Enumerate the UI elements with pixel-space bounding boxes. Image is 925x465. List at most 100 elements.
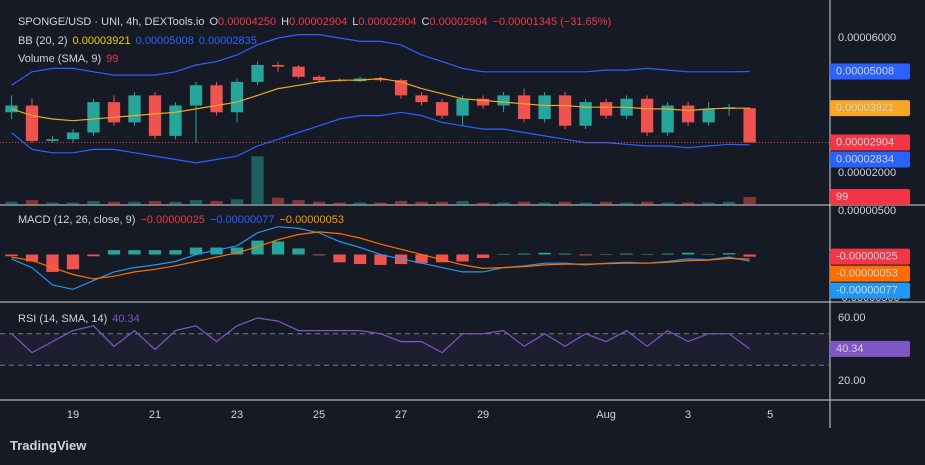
volume-bar [25, 200, 39, 205]
volume-bar [435, 201, 449, 205]
macd-tag: -0.00000077 [836, 285, 898, 297]
candle-body [517, 95, 531, 120]
candle-body [456, 98, 469, 116]
candle-body [558, 95, 572, 126]
macd-histogram-bar [148, 250, 162, 255]
volume-bar [107, 201, 121, 205]
macd-hist: −0.00000025 [140, 214, 205, 226]
macd-histogram-bar [312, 254, 326, 256]
volume-bar [497, 202, 510, 205]
candle-body [46, 139, 59, 141]
c-value: 0.00002904 [429, 16, 488, 28]
price-legend: SPONGE/USD · UNI, 4h, DEXTools.io O0.0000… [18, 16, 616, 28]
candle-body [87, 102, 100, 133]
macd-tag-bg [830, 282, 910, 299]
bb-upper-line [11, 34, 750, 86]
macd-tag-bg [830, 248, 910, 265]
price-tag-bg [830, 151, 910, 168]
x-tick-label: 23 [231, 409, 243, 421]
candle-body [251, 65, 264, 82]
macd-histogram-bar [640, 254, 654, 256]
candle-body [538, 95, 551, 120]
volume-bar [640, 201, 654, 205]
volume-bar [189, 200, 203, 205]
candle-body [599, 102, 613, 116]
macd-histogram-bar [271, 241, 285, 255]
volume-bar [210, 200, 223, 205]
volume-bar [415, 201, 428, 205]
volume-bar [558, 201, 572, 205]
candle-body [476, 98, 490, 106]
macd-histogram-bar [210, 247, 223, 255]
bb-middle-line [11, 77, 750, 122]
x-tick-label: 29 [477, 409, 489, 421]
x-tick-label: 19 [67, 409, 79, 421]
y-tick-label: 0.00006000 [838, 32, 896, 44]
volume-label: Volume (SMA, 9) [18, 53, 102, 65]
macd-histogram-bar [599, 254, 613, 255]
macd-histogram-bar [230, 247, 244, 255]
macd-histogram-bar [87, 254, 100, 257]
rsi-band-bg [0, 333, 830, 366]
y-tick-label: 0.00000500 [838, 205, 896, 217]
volume-bar [230, 199, 244, 205]
l-value: 0.00002904 [358, 16, 417, 28]
rsi-line [11, 317, 750, 354]
candle-body [640, 98, 654, 133]
volume-bar [538, 202, 551, 205]
macd-histogram-bar [743, 254, 756, 257]
bb-lower-line [11, 111, 750, 164]
y-tick-label: 20.00 [838, 375, 866, 387]
bb-mid: 0.00003921 [72, 35, 131, 47]
o-value: 0.00004250 [218, 16, 277, 28]
volume-bar [722, 201, 736, 205]
candle-body [702, 108, 715, 123]
candle-body [25, 105, 39, 141]
macd-histogram-bar [169, 250, 182, 255]
macd-histogram-bar [620, 253, 633, 255]
macd-histogram-bar [66, 254, 80, 270]
l-label: L [352, 16, 359, 28]
y-tick-label: 60.00 [838, 312, 866, 324]
candle-body [579, 102, 592, 126]
change: −0.00001345 (−31.65%) [492, 16, 612, 28]
volume-bar [353, 202, 367, 205]
volume-bar [251, 156, 264, 205]
macd-histogram-bar [702, 254, 715, 255]
volume-bar [66, 202, 80, 205]
rsi-label: RSI (14, SMA, 14) [18, 313, 108, 325]
volume-tag: 99 [836, 191, 848, 203]
volume-tag-bg [830, 188, 910, 205]
volume-bar [620, 202, 633, 205]
price-tag-bg [830, 134, 910, 151]
macd-line [11, 226, 750, 290]
o-label: O [209, 16, 219, 28]
macd-histogram-bar [476, 254, 490, 258]
price-tag-bg [830, 63, 910, 80]
macd-histogram-bar [292, 248, 305, 255]
macd-signal: −0.00000053 [279, 214, 345, 226]
macd-histogram-bar [681, 252, 695, 255]
macd-histogram-bar [128, 250, 141, 255]
candle-body [394, 80, 408, 96]
volume-bar [148, 200, 162, 205]
candle-body [497, 95, 510, 106]
candle-body [271, 65, 285, 67]
macd-line: −0.00000077 [209, 214, 275, 226]
candle-body [210, 85, 223, 113]
macd-histogram-bar [251, 240, 264, 255]
bb-label: BB (20, 2) [18, 35, 68, 47]
volume-bar [476, 202, 490, 205]
candle-body [169, 105, 182, 136]
macd-histogram-bar [456, 254, 469, 262]
macd-tag: -0.00000053 [836, 268, 898, 280]
candle-body [148, 95, 162, 136]
volume-bar [333, 202, 346, 205]
macd-histogram-bar [722, 253, 736, 255]
macd-histogram-bar [107, 250, 121, 255]
bb-up: 0.00005008 [135, 35, 194, 47]
volume-bar [292, 200, 305, 205]
macd-histogram-bar [415, 254, 428, 264]
volume-bar [743, 196, 756, 205]
